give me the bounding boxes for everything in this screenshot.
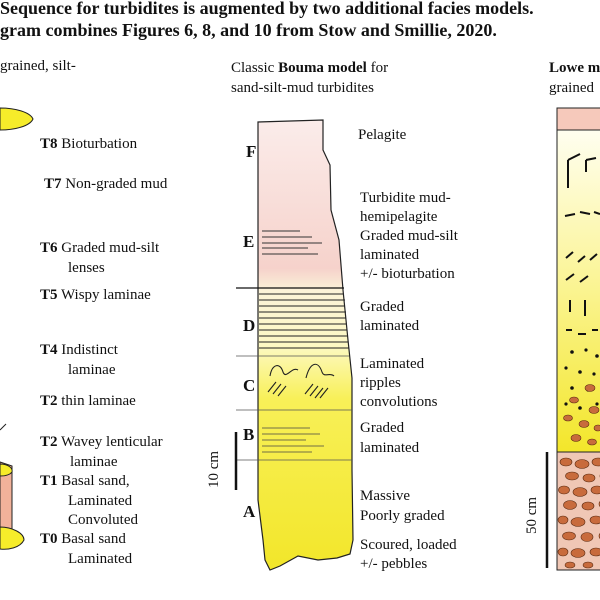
division-t2-wavey-line2: laminae (70, 454, 118, 470)
desc-e-3: Graded mud-silt (360, 228, 458, 244)
desc-e-5: +/- bioturbation (360, 266, 455, 282)
desc-base-1: Scoured, loaded (360, 537, 457, 553)
desc-b-2: laminated (360, 440, 420, 456)
left-column (0, 107, 34, 550)
division-t6: T6 Graded mud-silt (40, 240, 160, 256)
lowe-title: Lowe m (549, 60, 600, 76)
division-t1: T1 Basal sand, (40, 473, 130, 489)
bouma-letter-e: E (243, 232, 255, 251)
desc-pelagite: Pelagite (358, 127, 407, 143)
desc-a-1: Massive (360, 488, 410, 504)
division-t2-thin: T2 thin laminae (40, 393, 136, 409)
desc-c-3: convolutions (360, 394, 438, 410)
desc-base-2: +/- pebbles (360, 556, 428, 572)
lowe-scale-label: 50 cm (524, 496, 540, 534)
desc-e-2: hemipelagite (360, 209, 438, 225)
division-t1-line3: Convoluted (68, 512, 138, 528)
desc-c-1: Laminated (360, 356, 425, 372)
desc-b-1: Graded (360, 420, 405, 436)
division-t4: T4 Indistinct (40, 342, 118, 358)
header-line-1: Sequence for turbidites is augmented by … (0, 0, 534, 18)
division-t1-line2: Laminated (68, 493, 133, 509)
desc-c-2: ripples (360, 375, 401, 391)
division-t4-line2: laminae (68, 362, 116, 378)
division-t6-line2: lenses (68, 260, 105, 276)
lowe-title-line2: grained (549, 80, 594, 96)
desc-a-2: Poorly graded (360, 508, 445, 524)
bouma-letter-f: F (246, 142, 257, 161)
division-t5: T5 Wispy laminae (40, 287, 151, 303)
desc-d-1: Graded (360, 299, 405, 315)
bouma-letter-d: D (243, 316, 256, 335)
desc-e-1: Turbidite mud- (360, 190, 451, 206)
desc-e-4: laminated (360, 247, 420, 263)
division-t0: T0 Basal sand (40, 531, 126, 547)
division-t7: T7 Non-graded mud (44, 176, 168, 192)
division-t8: T8 Bioturbation (40, 136, 138, 152)
lowe-column (545, 107, 600, 571)
division-t2-wavey: T2 Wavey lenticular (40, 434, 163, 450)
bouma-letter-c: C (243, 376, 256, 395)
bouma-letter-a: A (243, 502, 256, 521)
bouma-scale-label: 10 cm (206, 450, 222, 488)
division-t0-line2: Laminated (68, 551, 133, 567)
left-panel-title: grained, silt- (0, 58, 76, 74)
bouma-column (234, 119, 354, 571)
desc-d-2: laminated (360, 318, 420, 334)
bouma-letter-b: B (243, 425, 255, 444)
header-line-2: gram combines Figures 6, 8, and 10 from … (0, 20, 497, 40)
bouma-title: Classic Bouma model for (231, 60, 389, 76)
bouma-title-line2: sand-silt-mud turbidites (231, 80, 374, 96)
